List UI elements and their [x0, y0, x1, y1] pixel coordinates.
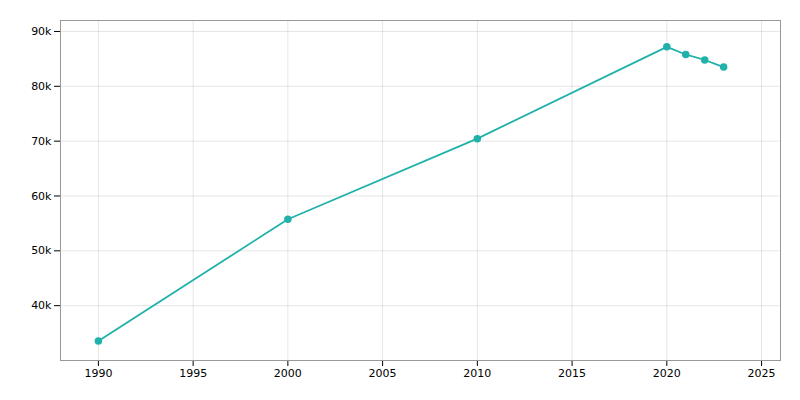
svg-text:60k: 60k	[31, 190, 52, 203]
svg-text:2000: 2000	[274, 367, 302, 380]
svg-text:2005: 2005	[369, 367, 397, 380]
svg-text:80k: 80k	[31, 80, 52, 93]
svg-text:1995: 1995	[179, 367, 207, 380]
svg-text:2025: 2025	[748, 367, 776, 380]
svg-text:70k: 70k	[31, 135, 52, 148]
svg-text:90k: 90k	[31, 25, 52, 38]
svg-text:40k: 40k	[31, 299, 52, 312]
svg-text:2020: 2020	[653, 367, 681, 380]
svg-text:50k: 50k	[31, 244, 52, 257]
svg-text:2015: 2015	[558, 367, 586, 380]
svg-text:2010: 2010	[463, 367, 491, 380]
svg-text:1990: 1990	[84, 367, 112, 380]
